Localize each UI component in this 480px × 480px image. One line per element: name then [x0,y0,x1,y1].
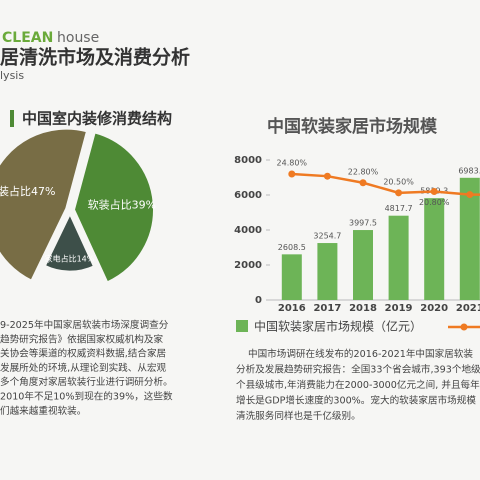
pie-slice [72,131,155,284]
y-tick-label: 2000 [234,260,262,271]
left-paragraph-line: 9-2025年中国家居软装市场深度调查分 [0,319,169,331]
y-tick-label: 4000 [234,225,262,236]
left-paragraph-line: 发展所处的环境,从理论到实践、从宏观 [0,362,167,374]
line-value-label: 22.80% [348,167,379,176]
x-tick-label: 2018 [349,303,377,314]
y-tick-label: 6000 [234,190,262,201]
bar [281,254,302,300]
left-paragraph-line: 们越来越重视软装。 [0,405,86,417]
brand-suffix: house [57,30,99,46]
line-point [359,179,367,187]
bar-value-label: 4817.7 [385,204,413,213]
line-point [323,172,331,180]
line-value-label: 20.50% [383,177,414,186]
y-tick-label: 8000 [234,155,262,166]
line-value-label: 20.80% [419,198,450,207]
x-tick-label: 2020 [420,303,448,314]
right-paragraph-line: 中国市场调研在线发布的2016-2021年中国家居软装 [248,348,473,360]
bar-value-label: 3254.7 [313,232,341,241]
line-point [288,170,296,178]
brand: CLEAN [2,30,53,46]
right-paragraph-line: 增长是GDP增长速度的300%。宠大的软装家居市场规模 [236,395,476,407]
left-paragraph-line: 关协会等渠道的权威资料数据,结合家居 [0,348,166,360]
bar-title: 中国软装家居市场规模 [267,116,438,137]
subtitle: lysis [0,69,24,82]
slice-label: 软装占比39% [88,198,156,212]
x-tick-label: 2017 [313,303,341,314]
pie-title: 中国室内装修消费结构 [22,110,172,128]
line-point [430,188,438,195]
title-accent [10,110,14,127]
bar-value-label: 2608.5 [278,243,306,252]
legend-label: 中国软装家居市场规模（亿元） [254,319,422,334]
legend-swatch [236,320,248,332]
page-title: 居清洗市场及消费分析 [0,46,190,69]
slice-label: 居装占比47% [0,184,55,198]
x-tick-label: 2021 [456,303,480,314]
left-paragraph-line: 2010年不足10%到现在的39%，这些数 [0,391,173,403]
pie-slice [43,211,96,273]
x-tick-label: 2016 [278,303,306,314]
line-point [466,191,474,199]
bar [459,177,480,300]
bar-value-label: 6983. [458,166,480,175]
right-paragraph-line: 个县级城市,年消费能力在2000-3000亿元之间, 并且每年 [236,379,480,391]
right-paragraph-line: 分析及发展趋势研究报告：全国33个省会城市,393个地级 [236,364,480,376]
slice-label: 家电占比14% [45,253,95,263]
bar [353,230,373,300]
left-paragraph-line: 多个角度对家居软装行业进行调研分析。 [0,376,173,388]
right-paragraph-line: 清洗服务同样也是千亿级别。 [236,410,361,422]
bar-value-label: 3997.5 [349,219,377,228]
line-value-label: 24.80% [277,159,308,168]
bar [424,198,445,300]
legend-point [460,323,468,331]
x-tick-label: 2019 [385,303,413,314]
pie-slice [0,127,89,282]
left-paragraph-line: 趋势研究报告》依据国家权威机构及家 [0,333,163,345]
bar [388,215,409,300]
bar [317,243,338,300]
y-tick-label: 0 [255,295,262,306]
line-point [395,189,403,197]
